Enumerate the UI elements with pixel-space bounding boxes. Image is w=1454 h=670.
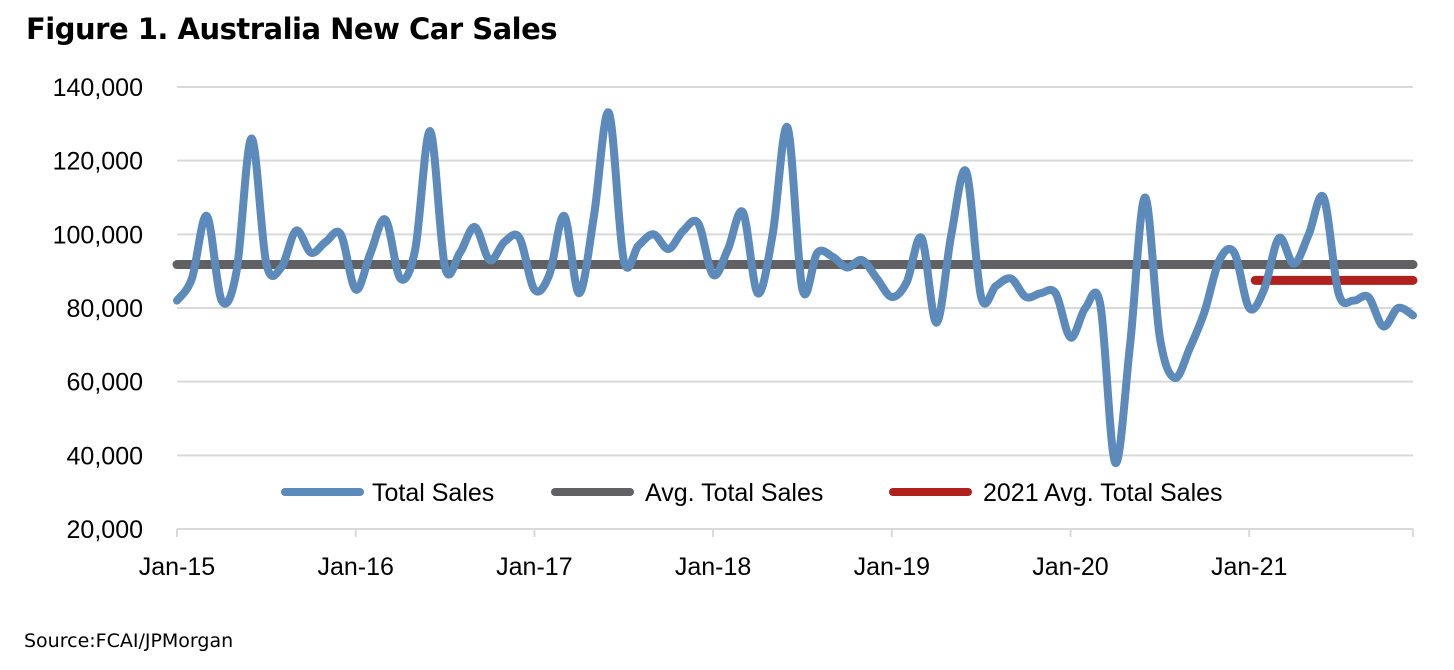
y-tick-label: 100,000 bbox=[53, 221, 143, 249]
y-tick-label: 140,000 bbox=[53, 74, 143, 102]
y-tick-label: 120,000 bbox=[53, 148, 143, 176]
legend-label: 2021 Avg. Total Sales bbox=[983, 479, 1223, 507]
x-tick-label: Jan-17 bbox=[496, 553, 572, 581]
x-tick-label: Jan-16 bbox=[317, 553, 393, 581]
x-tick-label: Jan-15 bbox=[139, 553, 215, 581]
total-sales-line bbox=[173, 108, 1417, 467]
y-tick-label: 20,000 bbox=[67, 516, 143, 544]
y-tick-label: 60,000 bbox=[67, 369, 143, 397]
y-tick-label: 40,000 bbox=[67, 442, 143, 470]
x-tick-label: Jan-20 bbox=[1032, 553, 1108, 581]
x-tick-label: Jan-18 bbox=[675, 553, 751, 581]
legend-label: Total Sales bbox=[372, 479, 494, 507]
chart-title: Figure 1. Australia New Car Sales bbox=[26, 12, 558, 46]
x-tick-label: Jan-19 bbox=[854, 553, 930, 581]
source-note: Source:FCAI/JPMorgan bbox=[24, 630, 234, 652]
legend-label: Avg. Total Sales bbox=[645, 479, 823, 507]
y-tick-label: 80,000 bbox=[67, 295, 143, 323]
x-tick-label: Jan-21 bbox=[1211, 553, 1287, 581]
